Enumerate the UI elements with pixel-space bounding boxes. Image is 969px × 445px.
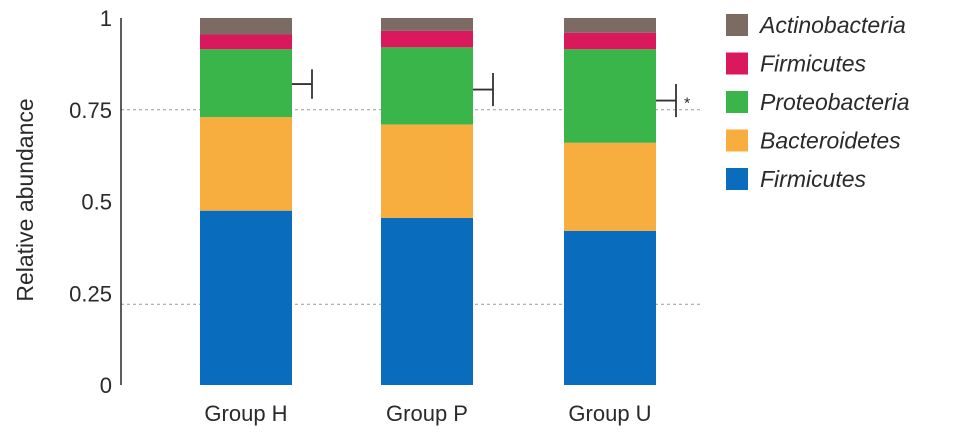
bar-segment [381, 47, 473, 125]
y-tick-label: 0.5 [81, 190, 112, 215]
legend-label: Bacteroidetes [760, 128, 901, 154]
legend-label: Firmicutes [760, 166, 867, 192]
legend-swatch [726, 168, 748, 190]
bar-segment [564, 18, 656, 33]
bar-segment [564, 32, 656, 50]
y-tick-label: 0.25 [69, 281, 112, 306]
significance-bracket [656, 84, 677, 118]
bar-segment [200, 117, 292, 211]
significance-marker: * [684, 96, 690, 113]
bar-segment [200, 210, 292, 385]
legend: Actinobacteria Firmicutes Proteobacteria Ba… [726, 12, 910, 192]
x-category-labels: Group H Group P Group U [204, 401, 651, 426]
bar-segment [200, 49, 292, 118]
legend-swatch [726, 52, 748, 75]
bar-segment [564, 49, 656, 143]
y-tick-label: 0.75 [69, 98, 112, 123]
x-category-label: Group U [568, 401, 651, 426]
y-tick-label: 1 [100, 6, 112, 31]
y-tick-label: 0 [100, 373, 112, 398]
legend-swatch [726, 91, 748, 113]
legend-swatch [726, 129, 748, 152]
bar-segment [381, 218, 473, 385]
y-tick-labels: 0 0.25 0.5 0.75 1 [69, 6, 112, 398]
bar-segment [200, 18, 292, 35]
significance-bracket [473, 73, 494, 107]
significance-bracket [292, 69, 313, 99]
bar-segment [564, 230, 656, 385]
legend-swatch [726, 14, 748, 36]
legend-label: Proteobacteria [760, 89, 910, 115]
significance-brackets: * [292, 69, 690, 118]
bar-segment [381, 30, 473, 48]
bar-segment [200, 34, 292, 50]
bars [200, 18, 656, 385]
bar-segment [381, 124, 473, 219]
bar-segment [564, 142, 656, 231]
legend-label: Firmicutes [760, 51, 867, 77]
bar-segment [381, 18, 473, 31]
x-category-label: Group P [386, 401, 468, 426]
legend-label: Actinobacteria [758, 12, 906, 38]
y-axis-title: Relative abundance [12, 98, 38, 301]
x-category-label: Group H [204, 401, 287, 426]
